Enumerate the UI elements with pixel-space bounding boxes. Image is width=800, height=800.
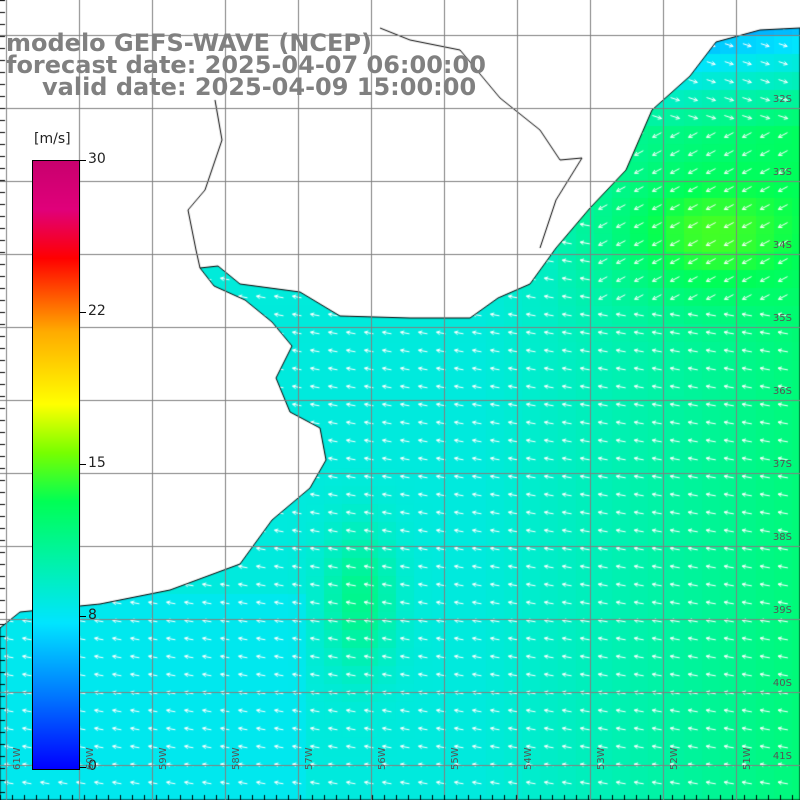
colorbar-tick: [80, 160, 86, 161]
lon-label: 59W: [158, 747, 169, 770]
lat-label: 34S: [772, 240, 792, 251]
lat-label: 33S: [772, 167, 792, 178]
lat-label: 36S: [772, 386, 792, 397]
lat-label: 32S: [772, 94, 792, 105]
colorbar-tick: [80, 312, 86, 313]
lat-label: 35S: [772, 313, 792, 324]
model-title: modelo GEFS-WAVE (NCEP): [6, 29, 372, 57]
lat-label: 41S: [772, 751, 792, 762]
lon-label: 51W: [742, 747, 753, 770]
lon-label: 53W: [596, 747, 607, 770]
colorbar: [32, 160, 80, 770]
lon-label: 57W: [304, 747, 315, 770]
lon-label: 55W: [450, 747, 461, 770]
colorbar-label: 8: [88, 607, 97, 623]
colorbar-tick: [80, 616, 86, 617]
lat-label: 39S: [772, 605, 792, 616]
lon-label: 60W: [85, 747, 96, 770]
lon-label: 54W: [523, 747, 534, 770]
lon-label: 61W: [12, 747, 23, 770]
colorbar-label: 0: [88, 758, 97, 774]
lat-label: 37S: [772, 459, 792, 470]
lon-label: 56W: [377, 747, 388, 770]
lon-label: 58W: [231, 747, 242, 770]
colorbar-tick: [80, 464, 86, 465]
colorbar-tick: [80, 767, 86, 768]
forecast-date: forecast date: 2025-04-07 06:00:00: [6, 51, 486, 79]
lon-label: 52W: [669, 747, 680, 770]
lat-label: 40S: [772, 678, 792, 689]
colorbar-label: 22: [88, 303, 106, 319]
colorbar-label: 30: [88, 151, 106, 167]
colorbar-label: 15: [88, 455, 106, 471]
colorbar-units: [m/s]: [34, 131, 71, 147]
valid-date: valid date: 2025-04-09 15:00:00: [42, 73, 477, 101]
lat-label: 38S: [772, 532, 792, 543]
